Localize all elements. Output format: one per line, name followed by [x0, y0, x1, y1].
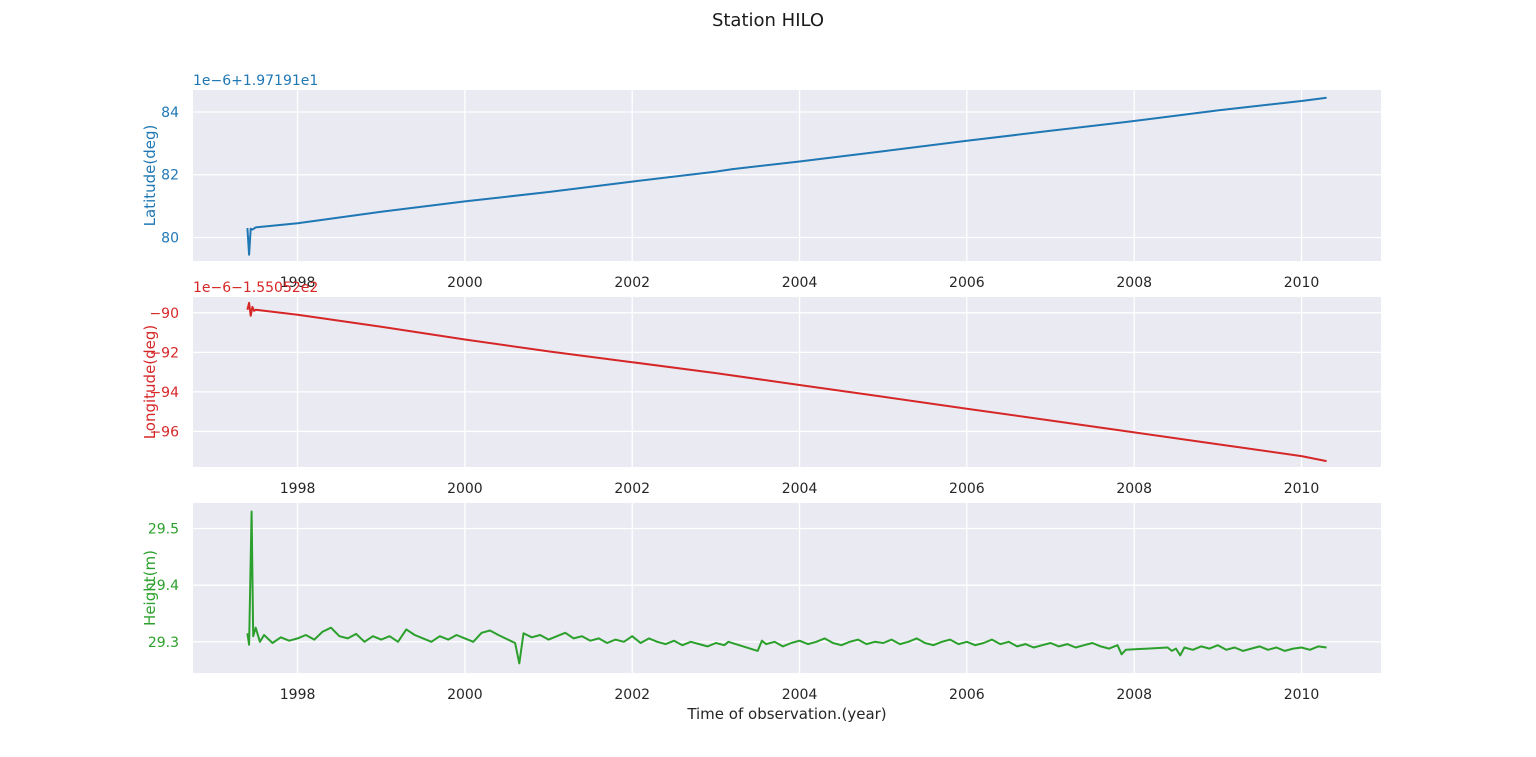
- height-x-tick-label: 1998: [280, 687, 316, 703]
- longitude-y-axis-label: Longitude(deg): [141, 325, 159, 440]
- height-x-tick-label: 2000: [447, 687, 483, 703]
- height-x-tick-label: 2004: [782, 687, 818, 703]
- longitude-offset-text: 1e−6−1.55052e2: [193, 280, 318, 296]
- latitude-x-tick-label: 2004: [782, 275, 818, 291]
- latitude-x-tick-label: 2010: [1284, 275, 1320, 291]
- height-x-tick-label: 2002: [614, 687, 650, 703]
- height-y-tick-label: 29.4: [148, 578, 179, 594]
- longitude-y-tick-label: −94: [149, 385, 179, 401]
- longitude-x-tick-label: 2002: [614, 481, 650, 497]
- longitude-x-tick-label: 2004: [782, 481, 818, 497]
- longitude-x-tick-label: 2000: [447, 481, 483, 497]
- height-x-tick-label: 2010: [1284, 687, 1320, 703]
- longitude-y-tick-label: −90: [149, 306, 179, 322]
- height-x-axis-label: Time of observation.(year): [686, 705, 886, 723]
- height-panel: 1998 2000 2002 2004 2006 2008 2010 29.3 29.4 29.5…: [141, 503, 1381, 723]
- latitude-y-tick-label: 80: [161, 230, 179, 246]
- height-y-tick-label: 29.3: [148, 635, 179, 651]
- longitude-y-tick-label: −92: [149, 345, 179, 361]
- longitude-x-tick-label: 2006: [949, 481, 985, 497]
- latitude-x-tick-label: 2000: [447, 275, 483, 291]
- latitude-y-tick-label: 84: [161, 105, 179, 121]
- latitude-offset-text: 1e−6+1.97191e1: [193, 73, 318, 89]
- longitude-y-tick-label: −96: [149, 424, 179, 440]
- height-y-tick-label: 29.5: [148, 522, 179, 538]
- figure-title: Station HILO: [711, 10, 825, 31]
- height-y-axis-label: Height(m): [141, 550, 159, 626]
- height-x-tick-label: 2006: [949, 687, 985, 703]
- longitude-x-tick-label: 1998: [280, 481, 316, 497]
- height-x-tick-label: 2008: [1116, 687, 1152, 703]
- latitude-plot-area: [193, 90, 1381, 261]
- latitude-x-tick-label: 2006: [949, 275, 985, 291]
- longitude-panel: 1998 2000 2002 2004 2006 2008 2010 −96 −94 −92 −90…: [141, 280, 1381, 497]
- height-series-line: [246, 510, 1327, 665]
- longitude-series-line: [246, 301, 1327, 463]
- latitude-x-tick-label: 2008: [1116, 275, 1152, 291]
- latitude-y-tick-label: 82: [161, 168, 179, 184]
- longitude-x-tick-label: 2008: [1116, 481, 1152, 497]
- longitude-x-tick-label: 2010: [1284, 481, 1320, 497]
- latitude-y-axis-label: Latitude(deg): [141, 125, 159, 227]
- latitude-series-line: [246, 96, 1327, 256]
- latitude-panel: 1998 2000 2002 2004 2006 2008 2010 80 82 84Latitu…: [141, 73, 1381, 291]
- latitude-x-tick-label: 1998: [280, 275, 316, 291]
- latitude-x-tick-label: 2002: [614, 275, 650, 291]
